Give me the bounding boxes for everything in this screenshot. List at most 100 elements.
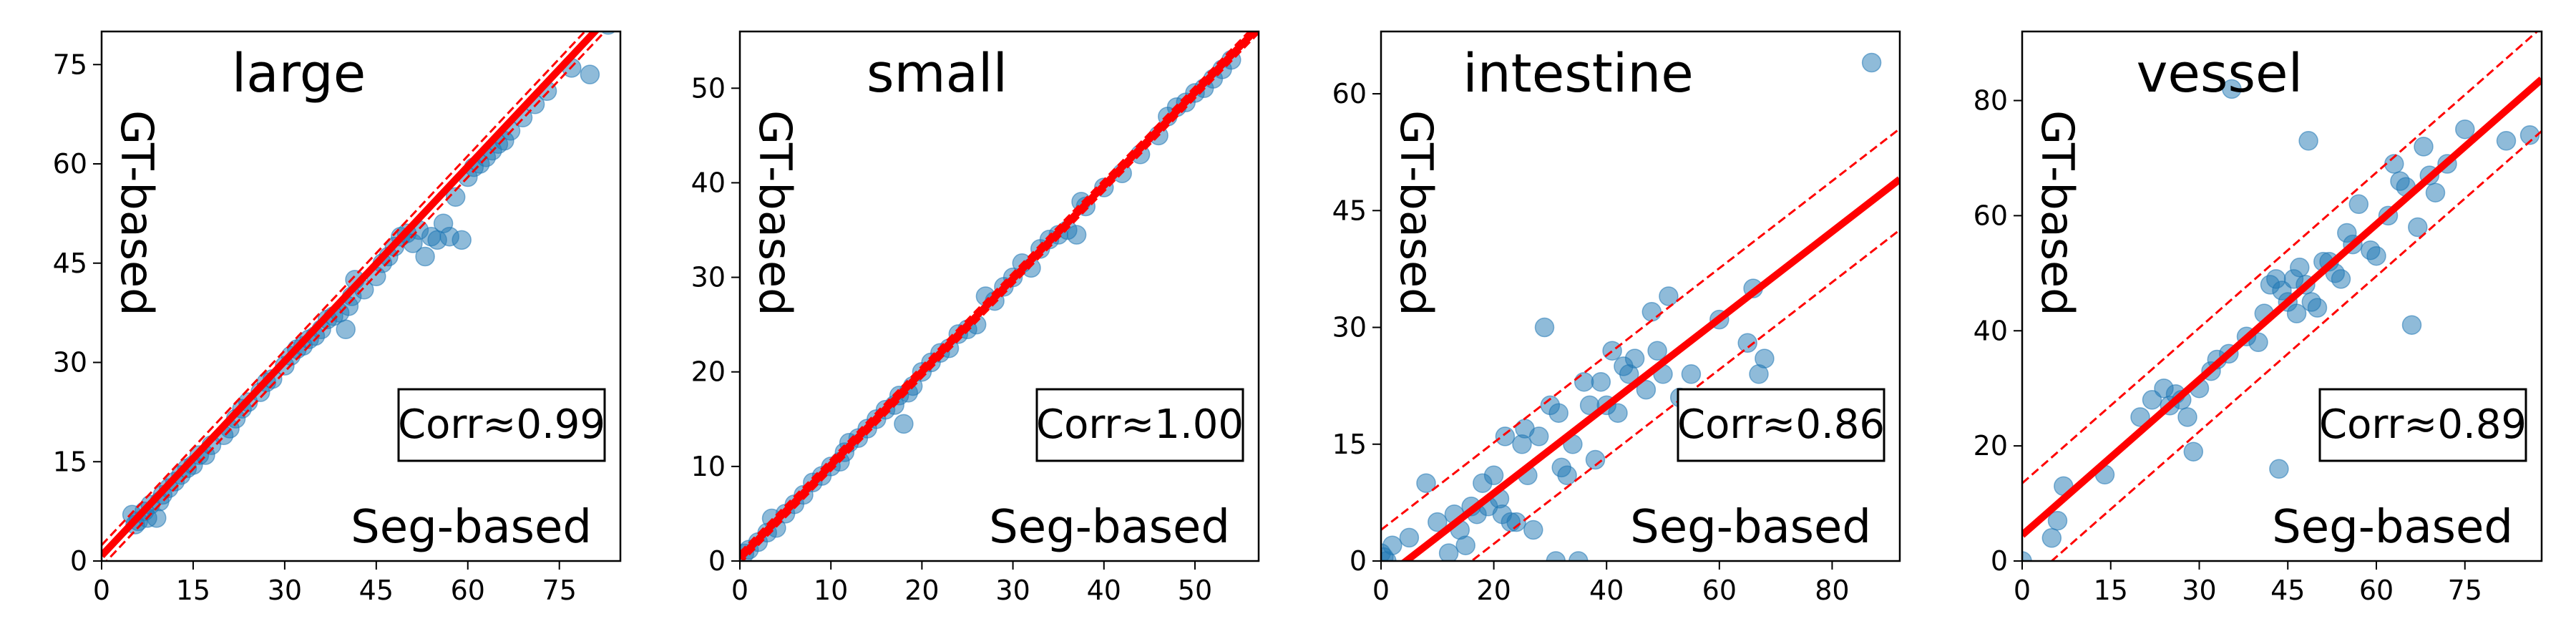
plot-area (102, 31, 616, 561)
data-point (1483, 465, 1504, 486)
y-tick-label: 0 (1350, 545, 1367, 577)
chart-panel-large: 0 15 30 45 60 75 0 15 30 45 60 75 large GT-based Seg-b… (53, 30, 622, 606)
x-tick-label: 45 (2270, 575, 2305, 606)
data-point (1737, 333, 1757, 353)
plot-area (740, 31, 1259, 561)
y-tick-label: 0 (70, 545, 87, 577)
y-axis-inset-label: GT-based (749, 110, 801, 316)
upper-bound-line (102, 31, 587, 546)
plot-frame (2021, 30, 2543, 562)
data-point (2496, 131, 2517, 151)
plot-area (2022, 31, 2542, 561)
lower-bound-line (104, 31, 607, 561)
x-tick-label: 30 (2182, 575, 2216, 606)
y-tick-label: 20 (1974, 430, 2008, 462)
data-point (580, 64, 600, 84)
x-tick-label: 80 (1815, 575, 1849, 606)
data-point (1681, 364, 1702, 384)
plot-frame (100, 30, 622, 562)
y-axis-inset-label: GT-based (1390, 110, 1443, 316)
data-point (2307, 298, 2328, 318)
x-tick-label: 40 (1589, 575, 1624, 606)
data-point (1641, 302, 1662, 322)
data-point (2298, 131, 2318, 151)
data-point (1557, 465, 1577, 486)
data-point (1523, 519, 1543, 540)
x-tick-label: 60 (2359, 575, 2394, 606)
x-tick-label: 0 (731, 575, 748, 606)
data-point (2455, 119, 2475, 140)
data-point (1608, 403, 1628, 423)
upper-bound-line (1381, 127, 1900, 531)
plot-frame (738, 30, 1260, 562)
data-point (1495, 426, 1516, 447)
correlation-label: Corr≈0.89 (2319, 401, 2527, 448)
data-point (2366, 245, 2386, 266)
x-axis-inset-label: Seg-based (1630, 501, 1871, 554)
lower-bound-line (741, 31, 1259, 561)
y-tick-label: 45 (53, 248, 87, 279)
data-point (1659, 286, 1679, 306)
x-tick-label: 20 (904, 575, 939, 606)
x-tick-label: 0 (1372, 575, 1390, 606)
data-point (1455, 535, 1475, 555)
y-tick-label: 50 (691, 72, 726, 104)
data-point (2290, 258, 2310, 278)
regression-line (740, 31, 1259, 561)
x-tick-label: 75 (2448, 575, 2482, 606)
correlation-label: Corr≈0.99 (398, 401, 605, 448)
plot-area (1381, 52, 1900, 561)
data-point (1399, 527, 1420, 548)
y-tick-label: 40 (691, 167, 726, 198)
data-point (1382, 535, 1402, 555)
x-tick-label: 45 (359, 575, 394, 606)
data-point (2331, 269, 2351, 289)
y-tick-label: 45 (1332, 195, 1367, 226)
y-tick-label: 15 (53, 446, 87, 477)
regression-line (2022, 77, 2542, 538)
chart-title: vessel (2137, 43, 2303, 104)
data-point (1528, 426, 1549, 447)
x-axis-inset-label: Seg-based (2272, 501, 2513, 554)
chart-title: intestine (1463, 43, 1694, 104)
corr-box (1035, 388, 1244, 462)
data-point (1755, 348, 1775, 369)
data-point (1574, 371, 1594, 392)
data-point (1602, 341, 1622, 361)
y-tick-label: 80 (1974, 85, 2008, 117)
data-point (1416, 473, 1436, 493)
data-point (147, 508, 167, 528)
upper-bound-line (740, 31, 1251, 554)
data-point (1506, 512, 1526, 532)
lower-bound-line (1470, 229, 1900, 561)
data-point (415, 246, 435, 267)
x-tick-label: 30 (995, 575, 1030, 606)
data-point (2401, 315, 2422, 335)
data-point (1546, 551, 1566, 561)
data-point (2142, 390, 2162, 410)
data-point (2414, 137, 2434, 157)
data-point (1624, 348, 1645, 369)
data-point (894, 414, 914, 434)
data-point (2047, 510, 2068, 531)
data-point (2425, 182, 2446, 203)
data-point (445, 187, 466, 208)
data-point (1438, 543, 1459, 561)
chart-panel-vessel: 0 15 30 45 60 75 0 20 40 60 80 vessel GT-based Seg-ba… (1974, 30, 2543, 606)
regression-line (102, 31, 600, 559)
data-point (1636, 379, 1657, 400)
chart-title: small (867, 43, 1008, 104)
y-axis-inset-label: GT-based (2031, 110, 2084, 316)
data-point (2177, 407, 2197, 427)
corr-box (2318, 388, 2527, 462)
x-tick-label: 15 (176, 575, 210, 606)
data-point (2022, 551, 2032, 561)
data-point (2222, 79, 2242, 99)
data-point (2348, 194, 2369, 215)
data-point (2408, 217, 2428, 238)
y-tick-label: 10 (691, 451, 726, 482)
correlation-label: Corr≈1.00 (1036, 401, 1244, 448)
regression-line (1400, 176, 1900, 561)
x-tick-label: 10 (814, 575, 848, 606)
